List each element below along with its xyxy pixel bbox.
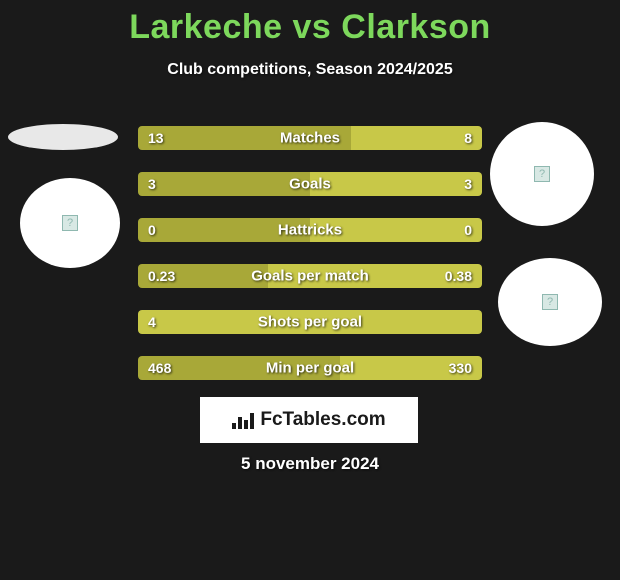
player1-club-logo: ? (20, 178, 120, 268)
subtitle: Club competitions, Season 2024/2025 (0, 61, 620, 79)
stat-value-right: 0.38 (445, 268, 472, 284)
stat-row: 0 0 Hattricks (138, 218, 482, 242)
player2-photo: ? (490, 122, 594, 226)
footer-logo-text: FcTables.com (260, 409, 385, 431)
placeholder-icon: ? (534, 166, 550, 182)
stat-row: 468 330 Min per goal (138, 356, 482, 380)
stat-row: 4 Shots per goal (138, 310, 482, 334)
stat-row: 0.23 0.38 Goals per match (138, 264, 482, 288)
stat-value-left: 0.23 (148, 268, 175, 284)
stat-row: 3 3 Goals (138, 172, 482, 196)
stat-value-right: 8 (464, 130, 472, 146)
footer-date: 5 november 2024 (0, 454, 620, 474)
stat-value-left: 13 (148, 130, 164, 146)
stat-label: Goals per match (251, 268, 369, 285)
stat-bar-right (351, 126, 482, 150)
stat-label: Shots per goal (258, 314, 362, 331)
stat-label: Hattricks (278, 222, 342, 239)
stats-comparison: 13 8 Matches 3 3 Goals 0 0 Hattricks 0.23 0.38 Goal… (138, 126, 482, 402)
page-title: Larkeche vs Clarkson (0, 0, 620, 47)
player2-name: Clarkson (341, 8, 491, 46)
bars-chart-icon (232, 411, 254, 429)
placeholder-icon: ? (542, 294, 558, 310)
stat-value-left: 0 (148, 222, 156, 238)
stat-value-right: 3 (464, 176, 472, 192)
stat-value-right: 330 (449, 360, 472, 376)
stat-value-left: 468 (148, 360, 171, 376)
stat-label: Matches (280, 130, 340, 147)
stat-row: 13 8 Matches (138, 126, 482, 150)
player2-club-logo: ? (498, 258, 602, 346)
stat-value-left: 4 (148, 314, 156, 330)
player1-photo-shadow (8, 124, 118, 150)
stat-value-left: 3 (148, 176, 156, 192)
footer-logo[interactable]: FcTables.com (200, 397, 418, 443)
vs-text: vs (293, 8, 332, 46)
stat-bar-right (310, 172, 482, 196)
placeholder-icon: ? (62, 215, 78, 231)
stat-bar-left (138, 172, 310, 196)
stat-label: Min per goal (266, 360, 354, 377)
stat-label: Goals (289, 176, 331, 193)
stat-value-right: 0 (464, 222, 472, 238)
player1-name: Larkeche (129, 8, 282, 46)
